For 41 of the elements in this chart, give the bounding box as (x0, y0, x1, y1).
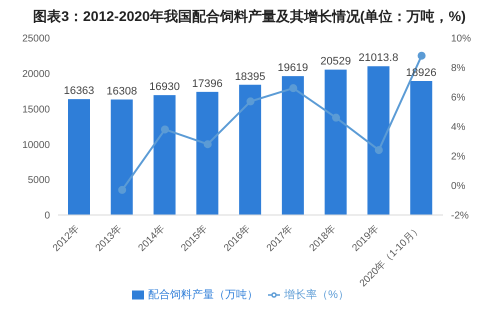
y2-tick-label: 0% (451, 181, 466, 192)
data-label: 20529 (320, 56, 351, 68)
y-tick-label: 10000 (22, 140, 50, 151)
bar (239, 84, 262, 215)
y2-tick-label: 4% (451, 122, 466, 134)
point (374, 146, 383, 154)
bar (110, 100, 133, 215)
data-label: 21013.8 (358, 52, 398, 64)
point (204, 140, 212, 148)
data-label: 16930 (149, 81, 180, 94)
bar (196, 92, 218, 215)
data-label: 16308 (106, 86, 138, 98)
point (332, 114, 340, 122)
y-tick-label: 0 (44, 210, 50, 222)
bar (154, 95, 176, 215)
y-tick-label: 20000 (22, 68, 50, 80)
y2-tick-label: 8% (451, 63, 466, 74)
y-tick-label: 5000 (28, 175, 50, 186)
y-tick-label: 15000 (22, 104, 50, 116)
y-tick-label: 25000 (22, 34, 50, 45)
bar (68, 99, 90, 215)
y2-tick-label: -2% (451, 210, 469, 222)
point (246, 97, 254, 106)
point (418, 52, 426, 60)
point (118, 186, 126, 194)
bar (410, 81, 432, 215)
legend-label: 增长率（%） (284, 289, 349, 301)
legend-label: 配合饲料产量（万吨） (148, 289, 258, 301)
data-label: 19619 (278, 62, 308, 74)
y2-tick-label: 10% (451, 34, 472, 45)
chart-title: 图表3：2012-2020年我国配合饲料产量及其增长情况(单位：万吨，%) (32, 8, 467, 26)
data-label: 17396 (192, 78, 223, 90)
y2-tick-label: 6% (451, 92, 466, 104)
bar (282, 76, 304, 215)
bar (367, 66, 390, 215)
y2-tick-label: 2% (451, 152, 466, 163)
data-label: 18395 (234, 70, 266, 83)
point (160, 125, 169, 134)
point (289, 84, 298, 92)
data-label: 16363 (64, 85, 94, 98)
bar (324, 70, 347, 215)
